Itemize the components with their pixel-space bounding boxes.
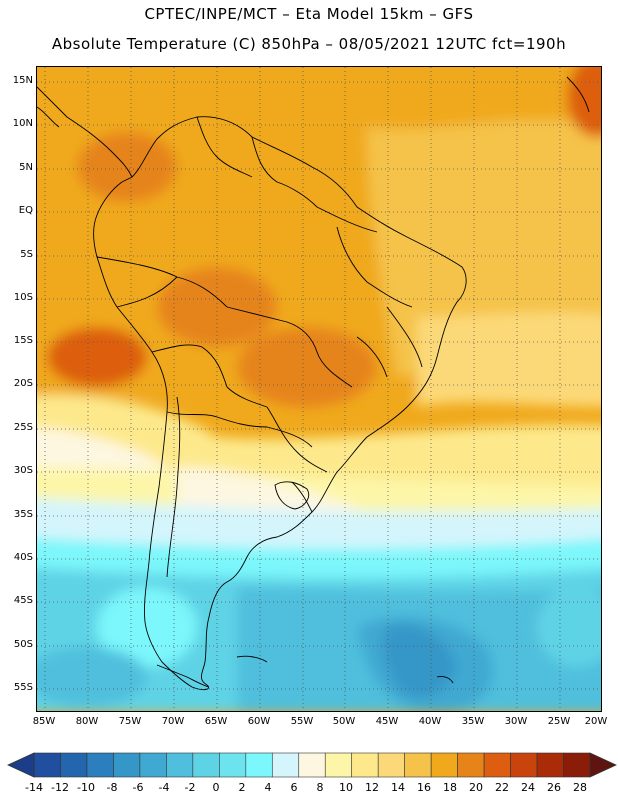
colorbar-label: 0 [212,781,220,794]
lat-label-40s: 40S [13,552,33,563]
colorbar-max-arrow [589,752,617,778]
colorbar-label: -14 [25,781,43,794]
colorbar-label: 12 [365,781,379,794]
colorbar-label: -10 [77,781,95,794]
lat-label-25s: 25S [13,422,33,433]
lon-label-35w: 35W [461,716,485,727]
colorbar-cell [324,752,353,778]
colorbar-label: 8 [316,781,324,794]
lon-label-50w: 50W [332,716,356,727]
colorbar-cell [166,752,194,778]
lon-label-30w: 30W [504,716,528,727]
colorbar-label: 24 [521,781,535,794]
colorbar-cell [192,752,220,778]
lat-label-45s: 45S [13,595,33,606]
temperature-map [37,67,601,711]
colorbar-cell [457,752,485,778]
lat-label-55s: 55S [13,682,33,693]
colorbar-label: 16 [417,781,431,794]
lat-label-35s: 35S [13,509,33,520]
lon-label-55w: 55W [290,716,314,727]
lon-label-25w: 25W [547,716,571,727]
lon-label-60w: 60W [247,716,271,727]
colorbar-cell [60,752,88,778]
colorbar-cell [245,752,273,778]
lon-label-75w: 75W [118,716,142,727]
colorbar-cell [377,752,405,778]
coastlines [37,76,590,691]
lat-label-15s: 15S [13,335,33,346]
lon-label-70w: 70W [161,716,185,727]
lat-label-5n: 5N [19,162,33,173]
lon-label-85w: 85W [32,716,56,727]
colorbar-label: 22 [495,781,509,794]
map-panel [36,66,602,712]
colorbar-cell [404,752,432,778]
colorbar-cell [510,752,538,778]
colorbar-cell [563,752,591,778]
lat-label-eq: EQ [18,205,33,216]
colorbar-label: 28 [573,781,587,794]
lat-label-30s: 30S [13,465,33,476]
colorbar-cell [139,752,167,778]
lat-label-10s: 10S [13,292,33,303]
lon-label-80w: 80W [75,716,99,727]
colorbar-cell [536,752,564,778]
lon-label-65w: 65W [204,716,228,727]
lat-label-10n: 10N [12,118,33,129]
colorbar-cell [86,752,114,778]
colorbar-label: -2 [184,781,196,794]
colorbar-label: -12 [51,781,69,794]
colorbar-cell [351,752,379,778]
colorbar-cell [271,752,300,778]
colorbar-cell [219,752,247,778]
colorbar-cell [33,752,61,778]
colorbar-label: 18 [443,781,457,794]
colorbar-label: -6 [132,781,144,794]
lat-label-15n: 15N [12,75,33,86]
colorbar-label: -4 [158,781,170,794]
lon-label-40w: 40W [418,716,442,727]
colorbar-cell [483,752,511,778]
colorbar-cells [33,752,591,778]
lat-label-20s: 20S [13,378,33,389]
colorbar-cell [113,752,141,778]
colorbar-label: 20 [469,781,483,794]
lat-label-5s: 5S [20,249,33,260]
lon-label-45w: 45W [375,716,399,727]
colorbar-label: 6 [290,781,298,794]
colorbar-cell [430,752,458,778]
colorbar-label: 10 [339,781,353,794]
colorbar-label: 4 [264,781,272,794]
chart-title-line1: CPTEC/INPE/MCT – Eta Model 15km – GFS [144,5,474,23]
colorbar-min-arrow [7,752,35,778]
lat-label-50s: 50S [13,639,33,650]
colorbar-label: 26 [547,781,561,794]
colorbar-cell [298,752,326,778]
colorbar-label: -8 [106,781,118,794]
chart-title-line2: Absolute Temperature (C) 850hPa – 08/05/… [51,35,567,53]
lon-label-20w: 20W [584,716,608,727]
colorbar-label: 14 [391,781,405,794]
colorbar [7,752,617,778]
colorbar-label: 2 [238,781,246,794]
